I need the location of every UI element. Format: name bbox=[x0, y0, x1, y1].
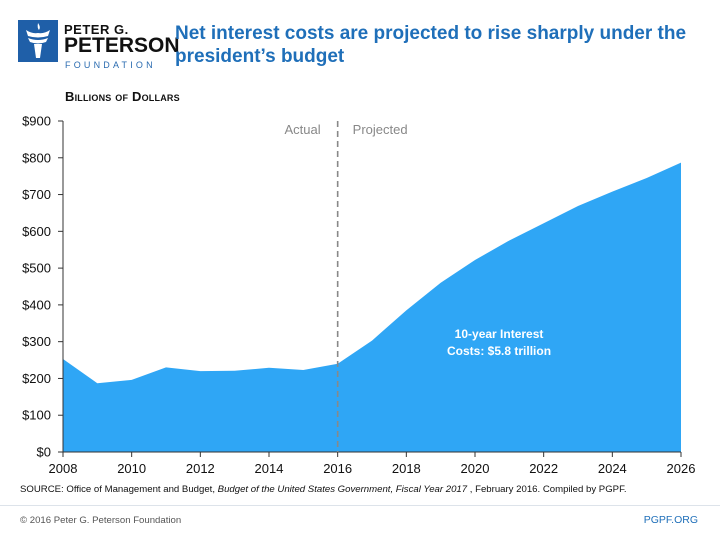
x-tick-label: 2010 bbox=[117, 461, 146, 476]
source-prefix: SOURCE: Office of Management and Budget, bbox=[20, 484, 218, 495]
peterson-logo: PETER G. PETERSON FOUNDATION bbox=[18, 20, 180, 70]
x-tick-label: 2024 bbox=[598, 461, 627, 476]
x-tick-label: 2008 bbox=[49, 461, 78, 476]
annotation-line-1: 10-year Interest bbox=[455, 327, 544, 341]
logo-line-3: FOUNDATION bbox=[65, 60, 156, 70]
units-label: Billions of Dollars bbox=[65, 89, 180, 104]
x-tick-label: 2012 bbox=[186, 461, 215, 476]
y-tick-label: $200 bbox=[22, 371, 51, 386]
interest-area bbox=[63, 162, 681, 452]
projected-label: Projected bbox=[353, 122, 408, 137]
y-tick-label: $800 bbox=[22, 150, 51, 165]
logo-line-1: PETER G. bbox=[64, 22, 129, 37]
x-tick-label: 2018 bbox=[392, 461, 421, 476]
annotation-line-2: Costs: $5.8 trillion bbox=[447, 344, 551, 358]
y-tick-label: $400 bbox=[22, 297, 51, 312]
source-note: SOURCE: Office of Management and Budget,… bbox=[20, 484, 710, 495]
site-link[interactable]: PGPF.ORG bbox=[643, 514, 698, 526]
y-tick-label: $0 bbox=[37, 445, 51, 460]
y-tick-label: $700 bbox=[22, 187, 51, 202]
chart-title: Net interest costs are projected to rise… bbox=[175, 23, 687, 67]
logo-line-2: PETERSON bbox=[64, 34, 180, 57]
source-suffix: , February 2016. Compiled by PGPF. bbox=[467, 484, 627, 495]
x-tick-label: 2014 bbox=[255, 461, 284, 476]
x-tick-label: 2022 bbox=[529, 461, 558, 476]
x-tick-label: 2016 bbox=[323, 461, 352, 476]
source-title: Budget of the United States Government, … bbox=[217, 484, 468, 495]
x-tick-label: 2020 bbox=[461, 461, 490, 476]
x-tick-label: 2026 bbox=[667, 461, 696, 476]
y-tick-label: $500 bbox=[22, 261, 51, 276]
y-tick-label: $900 bbox=[22, 114, 51, 129]
y-tick-label: $600 bbox=[22, 224, 51, 239]
copyright: © 2016 Peter G. Peterson Foundation bbox=[20, 515, 182, 526]
y-tick-label: $300 bbox=[22, 334, 51, 349]
actual-label: Actual bbox=[285, 122, 321, 137]
torch-icon bbox=[18, 20, 58, 62]
footer-divider bbox=[0, 505, 720, 506]
y-tick-label: $100 bbox=[22, 408, 51, 423]
